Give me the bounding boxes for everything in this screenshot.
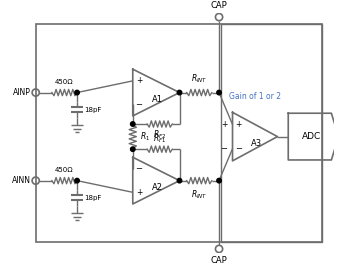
Text: +: + — [236, 120, 242, 129]
Text: 450Ω: 450Ω — [55, 79, 74, 85]
Text: $R_{INT}$: $R_{INT}$ — [191, 73, 208, 85]
Text: −: − — [136, 164, 143, 173]
Text: $R_{INT}$: $R_{INT}$ — [191, 189, 208, 201]
Circle shape — [75, 90, 79, 95]
Circle shape — [130, 122, 135, 126]
Bar — [221, 24, 321, 242]
Text: CAP: CAP — [211, 1, 227, 10]
Text: AINN: AINN — [12, 176, 31, 185]
Text: Gain of 1 or 2: Gain of 1 or 2 — [229, 92, 281, 101]
Text: −: − — [235, 144, 242, 153]
Text: +: + — [136, 188, 142, 197]
Circle shape — [130, 147, 135, 151]
Circle shape — [217, 90, 221, 95]
Text: +: + — [136, 76, 142, 85]
Circle shape — [177, 178, 182, 183]
Text: A1: A1 — [153, 95, 163, 104]
Text: 450Ω: 450Ω — [55, 167, 74, 173]
Circle shape — [217, 178, 221, 183]
Text: 18pF: 18pF — [84, 195, 102, 201]
Text: A2: A2 — [153, 183, 163, 192]
Text: −: − — [136, 100, 143, 109]
Circle shape — [177, 90, 182, 95]
Text: A3: A3 — [251, 139, 262, 148]
Text: ADC: ADC — [302, 132, 321, 141]
Text: +: + — [221, 120, 227, 129]
Text: AINP: AINP — [13, 88, 31, 97]
Circle shape — [75, 178, 79, 183]
Text: $R_{F2}$: $R_{F2}$ — [153, 128, 166, 141]
Text: CAP: CAP — [211, 256, 227, 265]
Text: $R_1$: $R_1$ — [140, 130, 150, 143]
Text: $R_{F1}$: $R_{F1}$ — [153, 132, 166, 145]
Text: −: − — [220, 144, 227, 153]
Text: 18pF: 18pF — [84, 107, 102, 113]
